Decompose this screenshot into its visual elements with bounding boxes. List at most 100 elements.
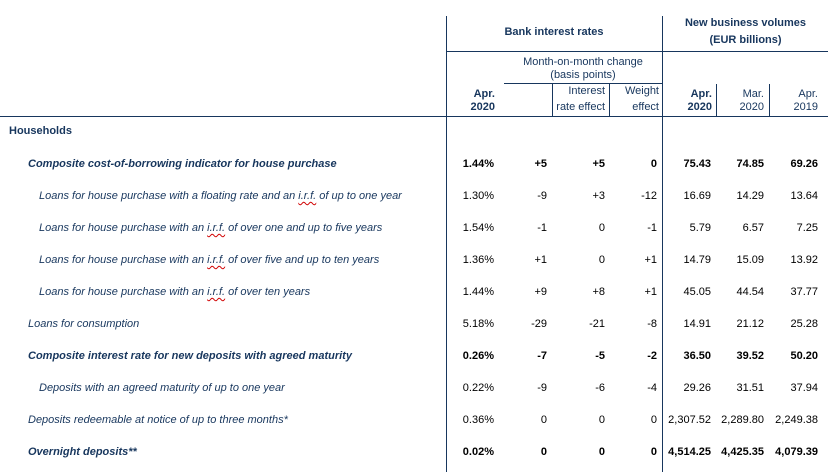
cell-volume-apr-2019: 13.92	[790, 254, 818, 266]
cell-interest-rate-effect: 0	[598, 414, 605, 426]
divider-mar-left	[716, 84, 717, 116]
header-vol-apr-2019-year: 2019	[793, 101, 818, 113]
rule-under-group-headers	[446, 51, 828, 52]
cell-mom-change: 0	[540, 446, 547, 458]
table-row: Loans for house purchase with a floating…	[0, 189, 828, 205]
row-label: Loans for house purchase with an i.r.f. …	[39, 254, 379, 266]
cell-volume-apr-2020: 29.26	[683, 382, 711, 394]
table-row: Overnight deposits** 0.02% 0 0 0 4,514.25 4,42…	[0, 445, 828, 461]
cell-mom-change: 0	[540, 414, 547, 426]
cell-rate-apr-2020: 1.44%	[462, 158, 494, 170]
table-row: Composite interest rate for new deposits…	[0, 349, 828, 365]
cell-rate-apr-2020: 0.22%	[462, 382, 494, 394]
irf-abbreviation: i.r.f.	[207, 254, 226, 266]
cell-volume-apr-2019: 13.64	[790, 190, 818, 202]
row-label-text: Loans for house purchase with an	[39, 222, 208, 234]
row-label: Loans for consumption	[28, 318, 139, 330]
table-row: Loans for house purchase with an i.r.f. …	[0, 253, 828, 269]
cell-interest-rate-effect: +5	[592, 158, 605, 170]
irf-abbreviation: i.r.f.	[207, 222, 226, 234]
table-row: Loans for house purchase with an i.r.f. …	[0, 221, 828, 237]
cell-volume-apr-2020: 16.69	[683, 190, 711, 202]
cell-mom-change: -29	[531, 318, 547, 330]
row-label: Deposits redeemable at notice of up to t…	[28, 414, 288, 426]
cell-interest-rate-effect: +8	[592, 286, 605, 298]
cell-mom-change: +1	[534, 254, 547, 266]
cell-volume-apr-2019: 2,249.38	[775, 414, 818, 426]
row-label-text-end: of over five and up to ten years	[225, 254, 380, 266]
cell-rate-apr-2020: 1.54%	[462, 222, 494, 234]
cell-interest-rate-effect: -5	[595, 350, 605, 362]
cell-volume-apr-2019: 37.77	[790, 286, 818, 298]
cell-volume-mar-2020: 44.54	[736, 286, 764, 298]
row-label: Overnight deposits**	[28, 446, 137, 458]
cell-volume-apr-2020: 75.43	[683, 158, 711, 170]
cell-interest-rate-effect: 0	[598, 222, 605, 234]
cell-volume-apr-2020: 45.05	[683, 286, 711, 298]
divider-interest-left	[552, 84, 553, 116]
cell-volume-mar-2020: 31.51	[736, 382, 764, 394]
table-row: Deposits with an agreed maturity of up t…	[0, 381, 828, 397]
cell-volume-mar-2020: 39.52	[736, 350, 764, 362]
row-label-text: Loans for house purchase with a floating…	[39, 190, 299, 202]
cell-weight-effect: 0	[650, 446, 657, 458]
header-vol-mar-2020-month: Mar.	[742, 88, 764, 100]
row-label-text-end: of up to one year	[316, 190, 402, 202]
cell-volume-apr-2019: 50.20	[790, 350, 818, 362]
cell-rate-apr-2020: 5.18%	[462, 318, 494, 330]
row-label: Loans for house purchase with an i.r.f. …	[39, 286, 310, 298]
cell-weight-effect: -1	[647, 222, 657, 234]
cell-weight-effect: 0	[650, 414, 657, 426]
cell-rate-apr-2020: 1.44%	[462, 286, 494, 298]
cell-volume-apr-2019: 25.28	[790, 318, 818, 330]
section-households: Households	[9, 125, 72, 137]
header-vol-apr-2019-month: Apr.	[798, 88, 818, 100]
cell-volume-apr-2020: 36.50	[683, 350, 711, 362]
cell-volume-mar-2020: 21.12	[736, 318, 764, 330]
header-eur-billions: (EUR billions)	[709, 34, 782, 46]
cell-volume-apr-2020: 14.91	[683, 318, 711, 330]
cell-volume-apr-2020: 2,307.52	[668, 414, 711, 426]
cell-mom-change: -7	[537, 350, 547, 362]
cell-mom-change: +5	[534, 158, 547, 170]
cell-volume-mar-2020: 74.85	[736, 158, 764, 170]
cell-volume-mar-2020: 4,425.35	[721, 446, 764, 458]
cell-weight-effect: +1	[644, 286, 657, 298]
cell-interest-rate-effect: -21	[589, 318, 605, 330]
cell-volume-apr-2019: 69.26	[790, 158, 818, 170]
cell-volume-apr-2019: 7.25	[796, 222, 818, 234]
row-label: Deposits with an agreed maturity of up t…	[39, 382, 285, 394]
row-label-text-end: of over ten years	[225, 286, 311, 298]
header-vol-apr-2020-year: 2020	[687, 101, 712, 113]
cell-interest-rate-effect: -6	[595, 382, 605, 394]
cell-weight-effect: -4	[647, 382, 657, 394]
table-row: Loans for house purchase with an i.r.f. …	[0, 285, 828, 301]
header-mom-change: Month-on-month change	[523, 56, 643, 68]
header-new-business-volumes: New business volumes	[684, 17, 807, 29]
header-weight-effect-1: Weight	[624, 85, 659, 97]
cell-mom-change: -9	[537, 190, 547, 202]
cell-weight-effect: -8	[647, 318, 657, 330]
divider-rates-left	[446, 16, 447, 472]
divider-apr19-left	[769, 84, 770, 116]
header-rate-apr-2020-month: Apr.	[473, 88, 495, 100]
rule-under-mom-header	[504, 83, 662, 84]
divider-weight-left	[609, 84, 610, 116]
header-interest-rate-effect-2: rate effect	[556, 101, 605, 113]
row-label: Composite cost-of-borrowing indicator fo…	[28, 158, 337, 170]
cell-volume-apr-2020: 5.79	[689, 222, 711, 234]
cell-weight-effect: 0	[650, 158, 657, 170]
cell-volume-apr-2020: 4,514.25	[668, 446, 711, 458]
rule-under-column-headers	[0, 116, 828, 117]
cell-weight-effect: -12	[641, 190, 657, 202]
cell-rate-apr-2020: 0.26%	[462, 350, 494, 362]
table-row: Composite cost-of-borrowing indicator fo…	[0, 157, 828, 173]
row-label-text: Loans for house purchase with an	[39, 286, 208, 298]
cell-volume-apr-2019: 37.94	[790, 382, 818, 394]
cell-mom-change: -9	[537, 382, 547, 394]
header-interest-rate-effect-1: Interest	[568, 85, 605, 97]
row-label-text: Composite interest rate for new deposits…	[28, 350, 352, 362]
row-label-text-end: of over one and up to five years	[225, 222, 383, 234]
cell-volume-mar-2020: 6.57	[742, 222, 764, 234]
cell-mom-change: -1	[537, 222, 547, 234]
